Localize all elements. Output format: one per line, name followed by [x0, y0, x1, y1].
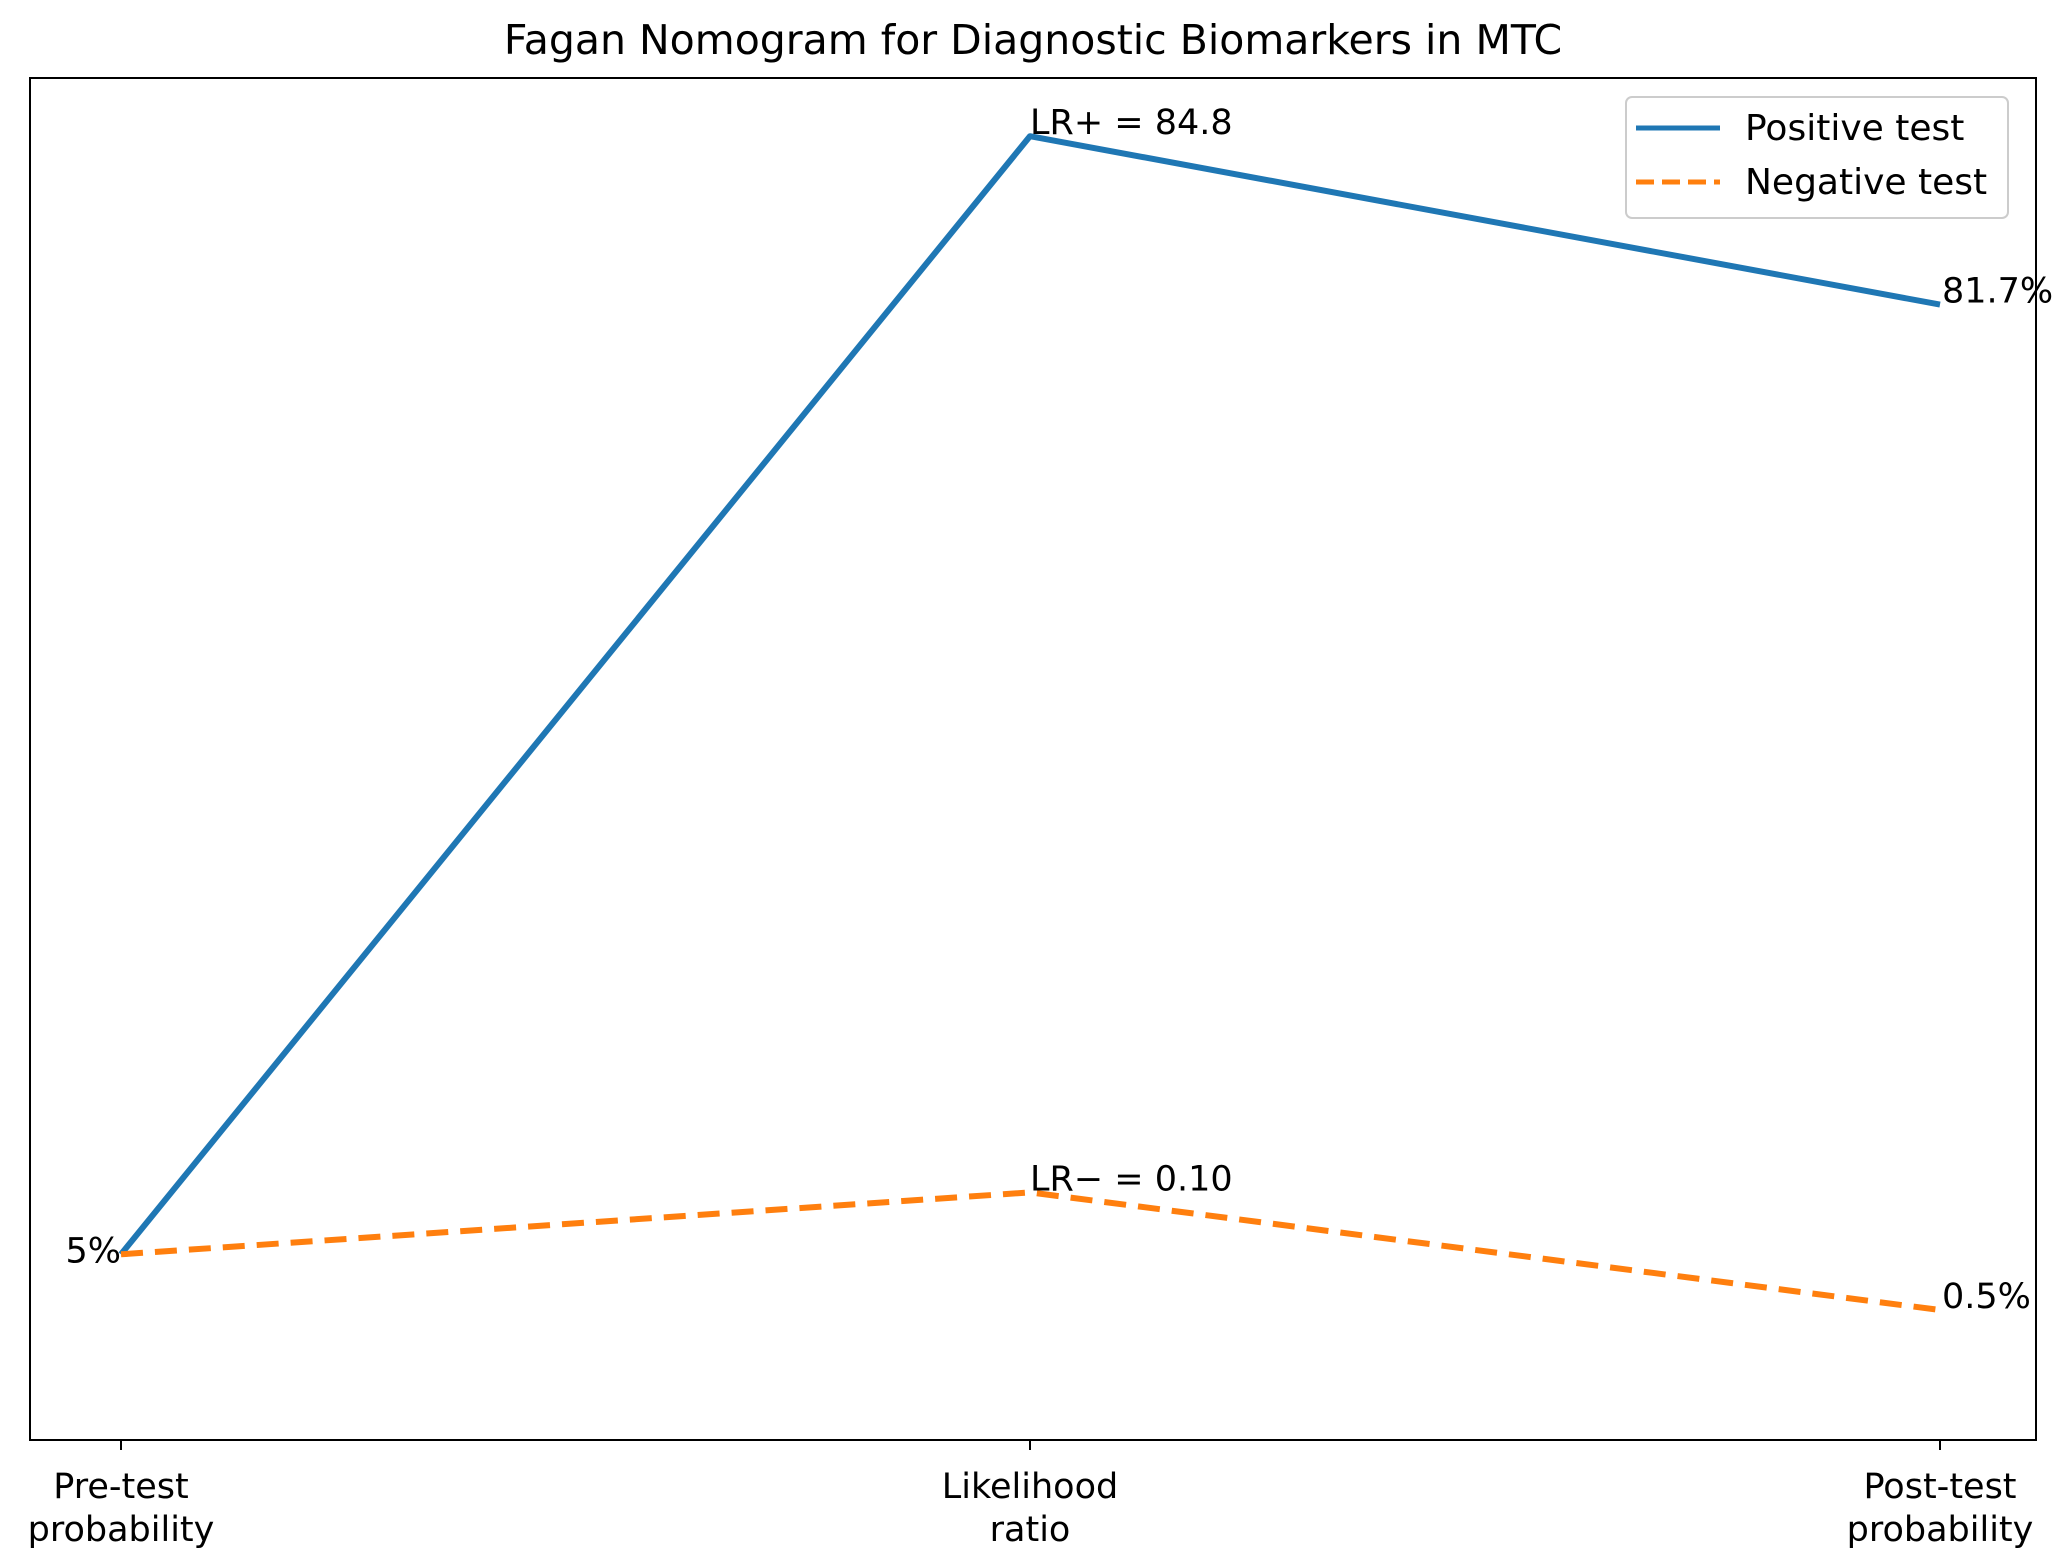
series-layer: [118, 133, 1941, 1313]
x-tick-label: Likelihood ratio: [942, 1467, 1118, 1550]
plot-area: [29, 77, 2037, 1441]
data-labels: 5% LR+ = 84.8 81.7% LR− = 0.10 0.5%: [65, 103, 2053, 1317]
data-label: LR+ = 84.8: [1030, 103, 1233, 143]
chart-title: Fagan Nomogram for Diagnostic Biomarkers…: [504, 16, 1562, 64]
x-tick-label: Post-test probability: [1847, 1467, 2034, 1550]
x-tick-label: Pre-test probability: [28, 1467, 215, 1550]
data-label: 5%: [65, 1231, 121, 1271]
positive-test-line: [118, 133, 1941, 1257]
legend-box: [1625, 96, 2009, 219]
data-label: 0.5%: [1942, 1277, 2031, 1317]
negative-test-line: [120, 1189, 1941, 1313]
x-axis: Pre-test probability Likelihood ratio Post-t…: [28, 1440, 2034, 1550]
legend: Positive test Negative test: [1625, 96, 2009, 219]
data-label: 81.7%: [1942, 272, 2053, 312]
legend-positive-label: Positive test: [1745, 108, 1964, 149]
legend-negative-label: Negative test: [1745, 162, 1987, 203]
data-label: LR− = 0.10: [1030, 1159, 1233, 1199]
